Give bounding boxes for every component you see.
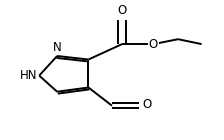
Text: N: N <box>53 41 62 54</box>
Text: O: O <box>117 4 127 17</box>
Text: O: O <box>142 99 151 111</box>
Text: O: O <box>149 38 158 51</box>
Text: HN: HN <box>20 69 38 82</box>
